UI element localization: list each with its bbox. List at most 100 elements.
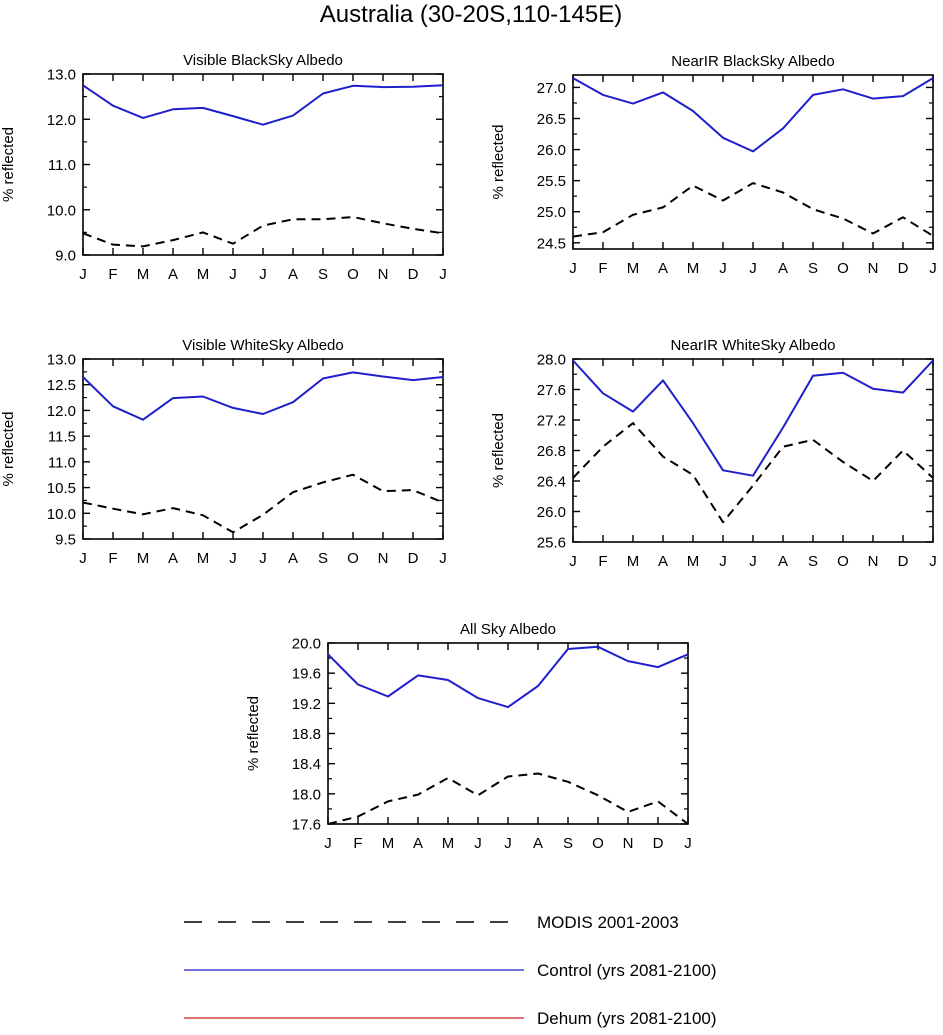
x-tick-label: M (687, 553, 700, 570)
x-tick-label: A (168, 266, 178, 283)
x-tick-label: J (79, 266, 87, 283)
plot-frame (82, 358, 444, 540)
y-tick-label: 27.0 (537, 80, 566, 97)
y-tick-label: 26.0 (537, 142, 566, 159)
legend-label: MODIS 2001-2003 (537, 913, 679, 932)
x-tick-label: S (808, 260, 818, 277)
x-tick-label: J (684, 835, 692, 852)
plot-frame (82, 73, 444, 256)
x-tick-label: S (808, 553, 818, 570)
x-tick-label: J (439, 266, 447, 283)
y-tick-label: 26.4 (537, 474, 566, 491)
plot-frame (572, 358, 934, 543)
plot-frame (327, 642, 689, 825)
y-tick-label: 10.0 (47, 202, 76, 219)
y-tick-label: 11.0 (48, 454, 76, 471)
x-tick-label: J (719, 553, 727, 570)
series-line-control (327, 645, 689, 709)
y-tick-label: 25.5 (537, 173, 566, 190)
panel-title: NearIR WhiteSky Albedo (670, 337, 835, 354)
figure-title: Australia (30-20S,110-145E) (320, 1, 622, 28)
x-tick-label: F (598, 553, 607, 570)
x-tick-label: S (318, 266, 328, 283)
y-tick-label: 11.0 (48, 157, 76, 174)
y-tick-label: 13.0 (47, 67, 76, 84)
y-tick-label: 28.0 (537, 352, 566, 369)
y-tick-label: 25.6 (537, 535, 566, 552)
y-tick-label: 24.5 (537, 235, 566, 252)
chart-panel-2: NearIR BlackSky Albedo % reflected J F M A M J J… (490, 53, 937, 277)
panel-title: NearIR BlackSky Albedo (671, 53, 834, 70)
series-line-control (82, 371, 444, 421)
y-axis-label: % reflected (490, 413, 507, 488)
chart-panel-4: NearIR WhiteSky Albedo % reflected J F M A M J J… (490, 337, 937, 570)
x-tick-label: F (598, 260, 607, 277)
x-tick-label: A (168, 550, 178, 567)
panel-title: Visible BlackSky Albedo (183, 52, 343, 69)
x-tick-label: M (687, 260, 700, 277)
y-tick-label: 18.4 (292, 756, 321, 773)
x-tick-label: J (569, 553, 577, 570)
x-tick-label: N (868, 553, 879, 570)
y-tick-label: 26.8 (537, 443, 566, 460)
x-tick-label: J (929, 553, 937, 570)
x-tick-label: J (439, 550, 447, 567)
y-tick-label: 27.6 (537, 382, 566, 399)
y-tick-label: 9.5 (55, 532, 76, 549)
y-tick-label: 10.0 (47, 506, 76, 523)
panel-title: All Sky Albedo (460, 621, 556, 638)
panel-title: Visible WhiteSky Albedo (182, 337, 343, 354)
series-line-modis (572, 182, 934, 238)
series-line-modis (82, 216, 444, 248)
series-line-modis (327, 772, 689, 825)
y-tick-label: 18.0 (292, 786, 321, 803)
x-tick-label: J (259, 266, 267, 283)
x-tick-label: M (137, 550, 150, 567)
x-tick-label: O (837, 553, 849, 570)
x-tick-label: A (413, 835, 423, 852)
x-tick-label: J (569, 260, 577, 277)
x-tick-label: N (868, 260, 879, 277)
y-axis-label: % reflected (0, 127, 17, 202)
y-tick-label: 13.0 (47, 352, 76, 369)
x-tick-label: J (749, 260, 757, 277)
x-tick-label: A (658, 260, 668, 277)
x-tick-label: J (229, 550, 237, 567)
y-tick-label: 27.2 (537, 413, 566, 430)
x-tick-label: O (592, 835, 604, 852)
x-tick-label: J (324, 835, 332, 852)
legend: MODIS 2001-2003 Control (yrs 2081-2100) De… (184, 913, 717, 1028)
x-tick-label: O (347, 266, 359, 283)
x-tick-label: D (898, 553, 909, 570)
y-tick-label: 10.5 (47, 480, 76, 497)
x-tick-label: M (137, 266, 150, 283)
x-tick-label: N (378, 266, 389, 283)
y-tick-label: 25.0 (537, 204, 566, 221)
x-tick-label: N (378, 550, 389, 567)
x-tick-label: F (108, 550, 117, 567)
series-line-control (82, 84, 444, 126)
legend-label: Dehum (yrs 2081-2100) (537, 1009, 717, 1028)
series-line-modis (82, 473, 444, 534)
y-axis-label: % reflected (245, 696, 262, 771)
y-axis-label: % reflected (490, 124, 507, 199)
y-tick-label: 19.6 (292, 666, 321, 683)
x-tick-label: M (627, 553, 640, 570)
x-tick-label: O (837, 260, 849, 277)
x-tick-label: J (504, 835, 512, 852)
y-tick-label: 26.0 (537, 504, 566, 521)
x-tick-label: F (353, 835, 362, 852)
y-tick-label: 17.6 (292, 817, 321, 834)
y-tick-label: 19.2 (292, 696, 321, 713)
x-tick-label: F (108, 266, 117, 283)
y-axis-label: % reflected (0, 411, 17, 486)
x-tick-label: J (719, 260, 727, 277)
x-tick-label: M (197, 550, 210, 567)
x-tick-label: M (627, 260, 640, 277)
y-tick-label: 12.0 (47, 403, 76, 420)
x-tick-label: J (259, 550, 267, 567)
chart-panel-3: Visible WhiteSky Albedo % reflected J F M A M J… (0, 337, 447, 567)
